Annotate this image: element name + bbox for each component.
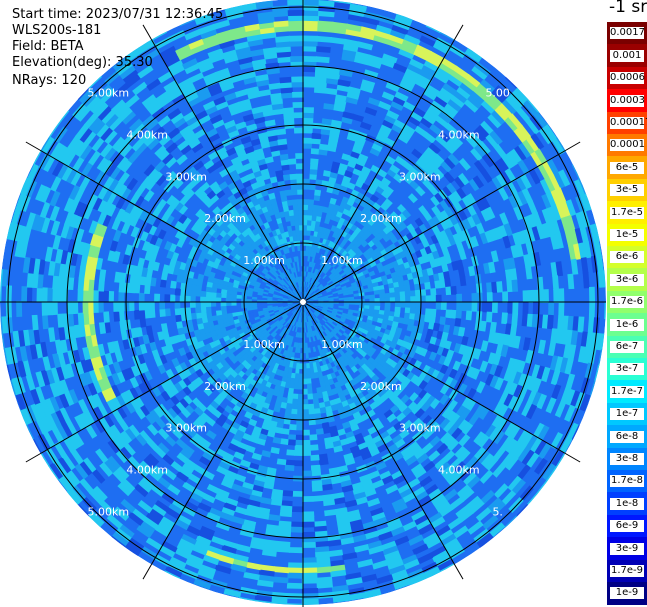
colorbar-step: 6e-6 bbox=[607, 246, 647, 269]
colorbar-step: 0.00017 bbox=[607, 111, 647, 135]
colorbar-tick-label: 0.0003 bbox=[610, 94, 645, 107]
colorbar-tick-label: 3e-8 bbox=[610, 453, 644, 466]
colorbar-unit: -1 sr bbox=[609, 0, 647, 17]
range-ring-label: 2.00km bbox=[360, 212, 402, 225]
colorbar-step: 0.0006 bbox=[607, 66, 647, 90]
colorbar-step: 1e-8 bbox=[607, 492, 647, 516]
radar-origin-icon bbox=[300, 299, 306, 305]
colorbar-tick-label: 6e-8 bbox=[610, 430, 644, 443]
start-time-label: Start time: 2023/07/31 12:36:45 bbox=[12, 7, 224, 22]
colorbar-step: 1e-7 bbox=[607, 402, 647, 426]
range-ring-label: 4.00km bbox=[438, 128, 480, 141]
colorbar-step: 1.7e-8 bbox=[607, 470, 647, 493]
colorbar-step: 1.7e-6 bbox=[607, 290, 647, 314]
colorbar-step: 0.0003 bbox=[607, 89, 647, 113]
colorbar-step: 6e-8 bbox=[607, 425, 647, 449]
colorbar-tick-label: 1.7e-6 bbox=[610, 296, 644, 309]
range-ring-label: 2.00km bbox=[204, 212, 246, 225]
ppi-scan-plot: 1.00km 2.00km 3.00km 4.00km 5.00km 1.00km 2.00… bbox=[0, 0, 606, 607]
elevation-label: Elevation(deg): 35.30 bbox=[12, 55, 153, 70]
colorbar-step: 6e-7 bbox=[607, 335, 647, 359]
colorbar-tick-label: 1e-6 bbox=[610, 318, 644, 331]
range-ring-label: 1.00km bbox=[243, 254, 285, 267]
colorbar-tick-label: 3e-5 bbox=[610, 184, 644, 197]
colorbar-step: 3e-5 bbox=[607, 178, 647, 202]
colorbar-step: 1.7e-9 bbox=[607, 559, 647, 583]
colorbar-step: 3e-8 bbox=[607, 447, 647, 471]
colorbar-step: 0.001 bbox=[607, 44, 647, 68]
colorbar-step: 1e-5 bbox=[607, 223, 647, 247]
range-ring-label: 4.00km bbox=[438, 464, 480, 477]
range-ring-label: 5.00km bbox=[88, 87, 130, 100]
range-ring-label: 5. bbox=[492, 506, 503, 519]
colorbar-tick-label: 3e-6 bbox=[610, 273, 644, 286]
range-ring-label: 4.00km bbox=[126, 128, 168, 141]
colorbar-step: 1.7e-5 bbox=[607, 201, 647, 225]
colorbar-tick-label: 6e-6 bbox=[610, 251, 644, 264]
colorbar-step: 3e-7 bbox=[607, 358, 647, 381]
field-label: Field: BETA bbox=[12, 39, 84, 54]
colorbar-tick-label: 1.7e-9 bbox=[610, 565, 644, 578]
instrument-label: WLS200s-181 bbox=[12, 23, 102, 38]
colorbar-step: 1e-9 bbox=[607, 582, 647, 605]
range-ring-label: 2.00km bbox=[204, 380, 246, 393]
range-ring-label: 2.00km bbox=[360, 380, 402, 393]
colorbar-step: 3e-6 bbox=[607, 268, 647, 292]
colorbar-tick-label: 0.0006 bbox=[610, 72, 645, 85]
range-ring-label: 4.00km bbox=[126, 464, 168, 477]
range-ring-label: 1.00km bbox=[321, 338, 363, 351]
colorbar-tick-label: 1e-5 bbox=[610, 229, 644, 242]
colorbar-tick-label: 0.00017 bbox=[610, 117, 647, 130]
range-labels: 1.00km 2.00km 3.00km 4.00km 5.00km 1.00km 2.00… bbox=[88, 87, 510, 519]
colorbar-tick-label: 1e-8 bbox=[610, 497, 644, 510]
range-ring-label: 3.00km bbox=[165, 422, 207, 435]
range-ring-label: 3.00km bbox=[399, 170, 441, 183]
colorbar-tick-label: 1.7e-7 bbox=[610, 385, 644, 398]
colorbar-step: 1.7e-7 bbox=[607, 380, 647, 404]
range-ring-label: 1.00km bbox=[321, 254, 363, 267]
colorbar-step: 0.0017 bbox=[607, 22, 647, 45]
colorbar-tick-label: 6e-7 bbox=[610, 341, 644, 354]
range-ring-label: 3.00km bbox=[399, 422, 441, 435]
colorbar-step: 3e-9 bbox=[607, 537, 647, 561]
nrays-label: NRays: 120 bbox=[12, 73, 87, 88]
range-ring-label: 1.00km bbox=[243, 338, 285, 351]
colorbar-tick-label: 1e-9 bbox=[610, 587, 644, 600]
range-ring-label: 5.00 bbox=[485, 87, 510, 100]
colorbar-tick-label: 0.0001 bbox=[610, 139, 645, 152]
colorbar-tick-label: 3e-9 bbox=[610, 542, 644, 555]
range-ring-label: 5.00km bbox=[88, 506, 130, 519]
colorbar-tick-label: 3e-7 bbox=[610, 363, 644, 376]
colorbar-tick-label: 1.7e-8 bbox=[610, 475, 644, 488]
colorbar-tick-label: 1e-7 bbox=[610, 408, 644, 421]
colorbar-tick-label: 1.7e-5 bbox=[610, 206, 644, 219]
colorbar-step: 6e-9 bbox=[607, 514, 647, 538]
colorbar-step: 1e-6 bbox=[607, 313, 647, 337]
colorbar-tick-label: 0.0017 bbox=[610, 27, 645, 40]
colorbar-tick-label: 6e-5 bbox=[610, 161, 644, 174]
range-ring-label: 3.00km bbox=[165, 170, 207, 183]
colorbar-step: 6e-5 bbox=[607, 156, 647, 180]
colorbar-tick-label: 0.001 bbox=[610, 49, 644, 62]
colorbar-tick-label: 6e-9 bbox=[610, 520, 644, 533]
colorbar-step: 0.0001 bbox=[607, 134, 647, 157]
